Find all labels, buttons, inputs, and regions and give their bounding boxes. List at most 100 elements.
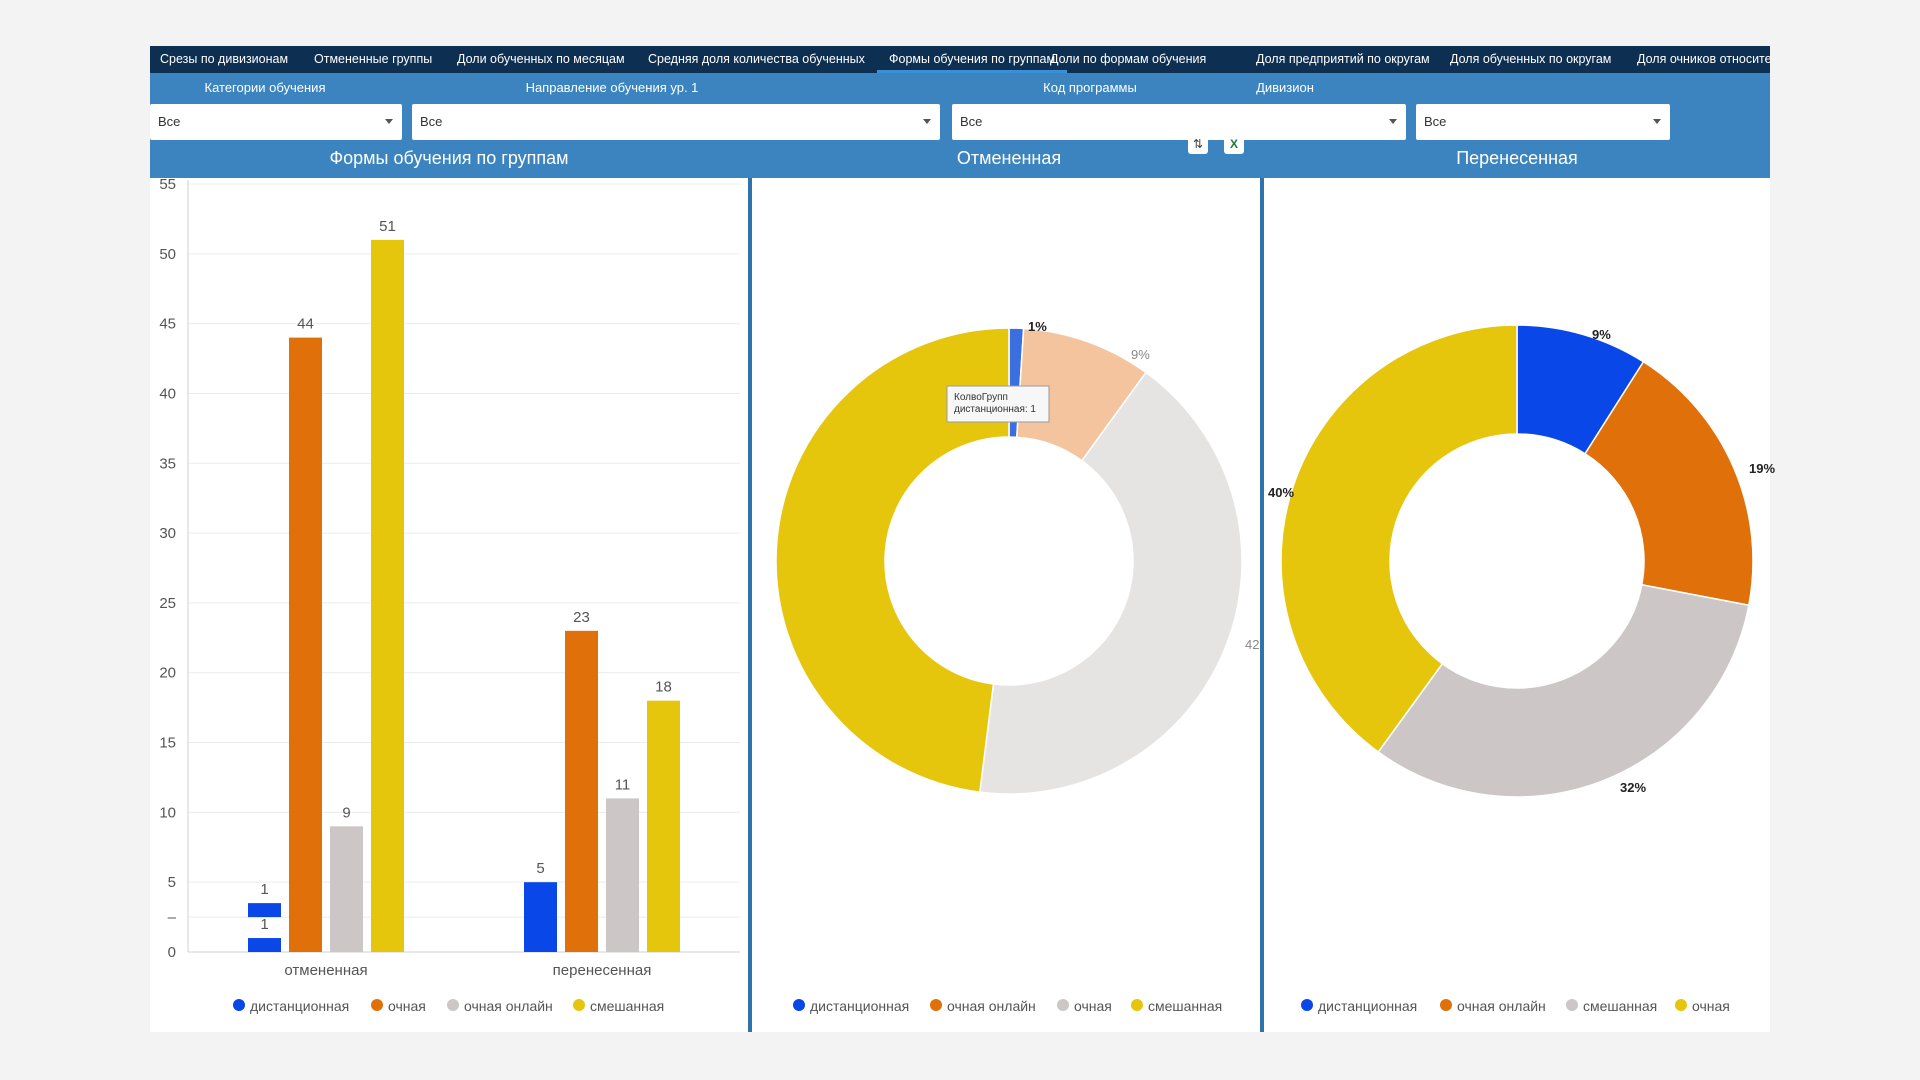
tooltip-box	[946, 385, 1050, 423]
donut-2-data-label: 32%	[1620, 780, 1646, 795]
filter-label-program-code: Код программы	[1043, 80, 1137, 95]
x-category-label: отмененная	[284, 962, 367, 979]
legend-label: дистанционная	[1318, 998, 1417, 1014]
bar-chart-title: Формы обучения по группам	[329, 148, 569, 168]
excel-export-icon[interactable]: X	[1224, 134, 1244, 154]
dashboard: Срезы по дивизионам Отмененные группы Доли…	[150, 46, 1770, 1032]
donut-2-data-label: 9%	[1592, 327, 1611, 342]
tab-8[interactable]: Доля обученных по округам	[1450, 52, 1612, 66]
legend-label: очная онлайн	[1457, 998, 1546, 1014]
bar-value-label: 1	[260, 881, 268, 898]
bar-extra	[248, 903, 281, 918]
bar-1-3	[647, 700, 680, 952]
tab-6[interactable]: Доли по формам обучения	[1050, 52, 1207, 66]
tab-7[interactable]: Доля предприятий по округам	[1256, 52, 1430, 66]
legend-marker	[793, 999, 805, 1011]
y-tick-label: –	[168, 909, 177, 926]
legend-marker	[1566, 999, 1578, 1011]
legend-label: очная онлайн	[464, 998, 553, 1014]
bar-value-label: 11	[615, 776, 631, 793]
filter-select-program-code[interactable]: Все	[952, 104, 1406, 140]
bar-0-3	[371, 239, 404, 952]
tab-9[interactable]: Доля очников относите	[1637, 52, 1770, 66]
donut-1-slice-3	[775, 327, 1010, 794]
bar-value-label: 23	[573, 609, 590, 626]
legend-marker	[1057, 999, 1069, 1011]
legend-label: смешанная	[1583, 998, 1657, 1014]
legend-label: смешанная	[590, 998, 664, 1014]
chevron-down-icon	[385, 119, 393, 124]
sort-icon[interactable]: ⇅	[1188, 134, 1208, 154]
pie-cancelled-title: Отмененная	[956, 148, 1062, 168]
report-tabs: Срезы по дивизионам Отмененные группы Доли…	[150, 46, 1770, 73]
legend-label: очная	[1074, 998, 1112, 1014]
legend-marker	[1675, 999, 1687, 1011]
tab-3[interactable]: Доли обученных по месяцам	[457, 52, 625, 66]
y-tick-label: 45	[159, 316, 176, 333]
bar-value-label: 5	[536, 860, 544, 877]
filter-select-division[interactable]: Все	[1416, 104, 1670, 140]
bar-1-1	[565, 630, 598, 952]
filter-select-direction[interactable]: Все	[412, 104, 940, 140]
filter-select-program-code-value: Все	[960, 114, 983, 129]
bar-1-0	[524, 882, 557, 952]
tab-2[interactable]: Отмененные группы	[314, 52, 433, 66]
donut-1-slice-2	[978, 371, 1243, 795]
legend-marker	[371, 999, 383, 1011]
legend-label: дистанционная	[810, 998, 909, 1014]
donut-1-data-label: 42	[1245, 637, 1259, 652]
donut-1-data-label: 1%	[1028, 319, 1047, 334]
bar-1-2	[606, 798, 639, 952]
chevron-down-icon	[1653, 119, 1661, 124]
y-tick-label: 55	[159, 176, 176, 193]
tooltip-title: КолвоГрупп	[954, 392, 1008, 403]
filter-panel: Категории обучения Направление обучения …	[150, 73, 1770, 140]
bar-value-label: 9	[342, 804, 350, 821]
y-tick-label: 35	[159, 455, 176, 472]
donut-2-data-label: 40%	[1268, 485, 1294, 500]
bar-value-label: 44	[297, 316, 314, 333]
y-tick-label: 15	[159, 735, 176, 752]
filter-select-direction-value: Все	[420, 114, 443, 129]
legend-marker	[1301, 999, 1313, 1011]
bar-0-1	[289, 337, 322, 953]
panel-divider	[1260, 178, 1264, 1032]
legend-label: смешанная	[1148, 998, 1222, 1014]
donut-1-data-label: 9%	[1131, 347, 1150, 362]
y-tick-label: 25	[159, 595, 176, 612]
legend-label: дистанционная	[250, 998, 349, 1014]
legend-marker	[1131, 999, 1143, 1011]
filter-label-direction: Направление обучения ур. 1	[525, 80, 699, 95]
legend-label: очная	[1692, 998, 1730, 1014]
donut-2-data-label: 19%	[1749, 461, 1775, 476]
bar-0-2	[330, 826, 363, 952]
bar-0-0	[248, 938, 281, 952]
panel-title-bar: Формы обучения по группам Отмененная Пер…	[150, 140, 1770, 178]
tab-4[interactable]: Средняя доля количества обученных	[648, 52, 865, 66]
filter-select-category-value: Все	[158, 114, 181, 129]
y-tick-label: 50	[159, 246, 176, 263]
chevron-down-icon	[1389, 119, 1397, 124]
y-tick-label: 20	[159, 665, 176, 682]
y-tick-label: 5	[168, 874, 176, 891]
legend-marker	[1440, 999, 1452, 1011]
filter-select-division-value: Все	[1424, 114, 1447, 129]
filter-label-division: Дивизион	[1256, 80, 1314, 95]
panel-divider	[748, 178, 752, 1032]
y-tick-label: 30	[159, 525, 176, 542]
legend-marker	[930, 999, 942, 1011]
legend-marker	[233, 999, 245, 1011]
filter-select-category[interactable]: Все	[150, 104, 402, 140]
legend-label: очная	[388, 998, 426, 1014]
tab-5[interactable]: Формы обучения по группам	[877, 46, 1068, 73]
donut-2-slice-1	[1584, 360, 1754, 607]
y-tick-label: 0	[168, 944, 176, 961]
legend-label: очная онлайн	[947, 998, 1036, 1014]
chevron-down-icon	[923, 119, 931, 124]
bar-value-label: 1	[260, 916, 268, 933]
donut-2-slice-3	[1280, 324, 1518, 753]
pie-rescheduled-title: Перенесенная	[1456, 148, 1578, 168]
tab-1[interactable]: Срезы по дивизионам	[160, 52, 289, 66]
legend-marker	[447, 999, 459, 1011]
